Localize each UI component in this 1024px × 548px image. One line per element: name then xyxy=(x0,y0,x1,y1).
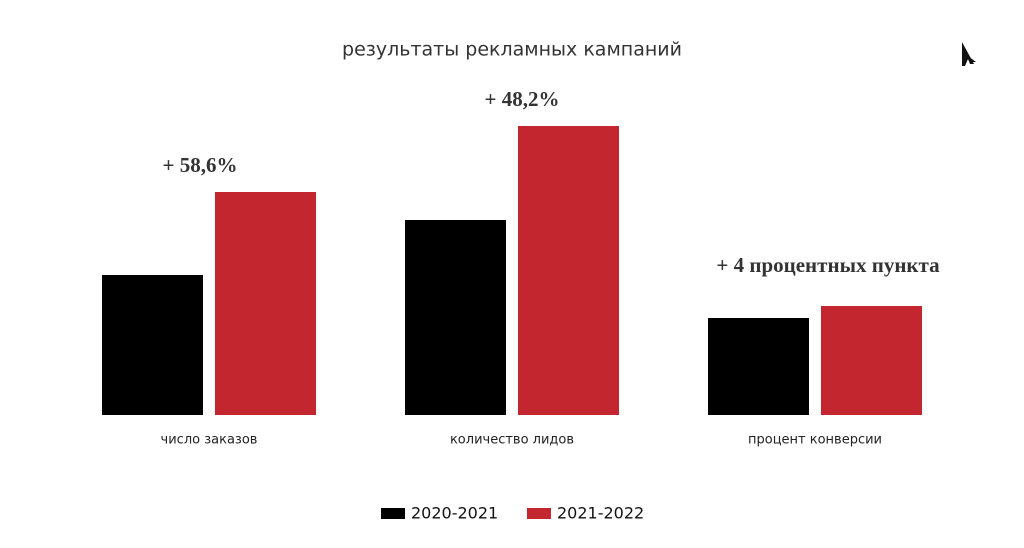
bar xyxy=(405,220,506,415)
legend-label: 2021-2022 xyxy=(557,504,644,523)
x-tick-label: процент конверсии xyxy=(748,433,882,448)
bar xyxy=(821,306,922,415)
bar xyxy=(708,318,809,415)
legend-swatch xyxy=(381,508,405,519)
legend-swatch xyxy=(527,508,551,519)
bar xyxy=(215,192,316,415)
x-tick-label: число заказов xyxy=(161,433,258,448)
annotation: + 48,2% xyxy=(485,87,560,111)
x-tick-label: количество лидов xyxy=(450,433,574,448)
bar xyxy=(102,275,203,415)
chart-title: результаты рекламных кампаний xyxy=(342,39,682,61)
logo-icon xyxy=(962,42,976,66)
legend-label: 2020-2021 xyxy=(411,504,498,523)
bar xyxy=(518,126,619,415)
annotation: + 58,6% xyxy=(163,153,238,177)
annotation: + 4 процентных пункта xyxy=(716,253,940,277)
